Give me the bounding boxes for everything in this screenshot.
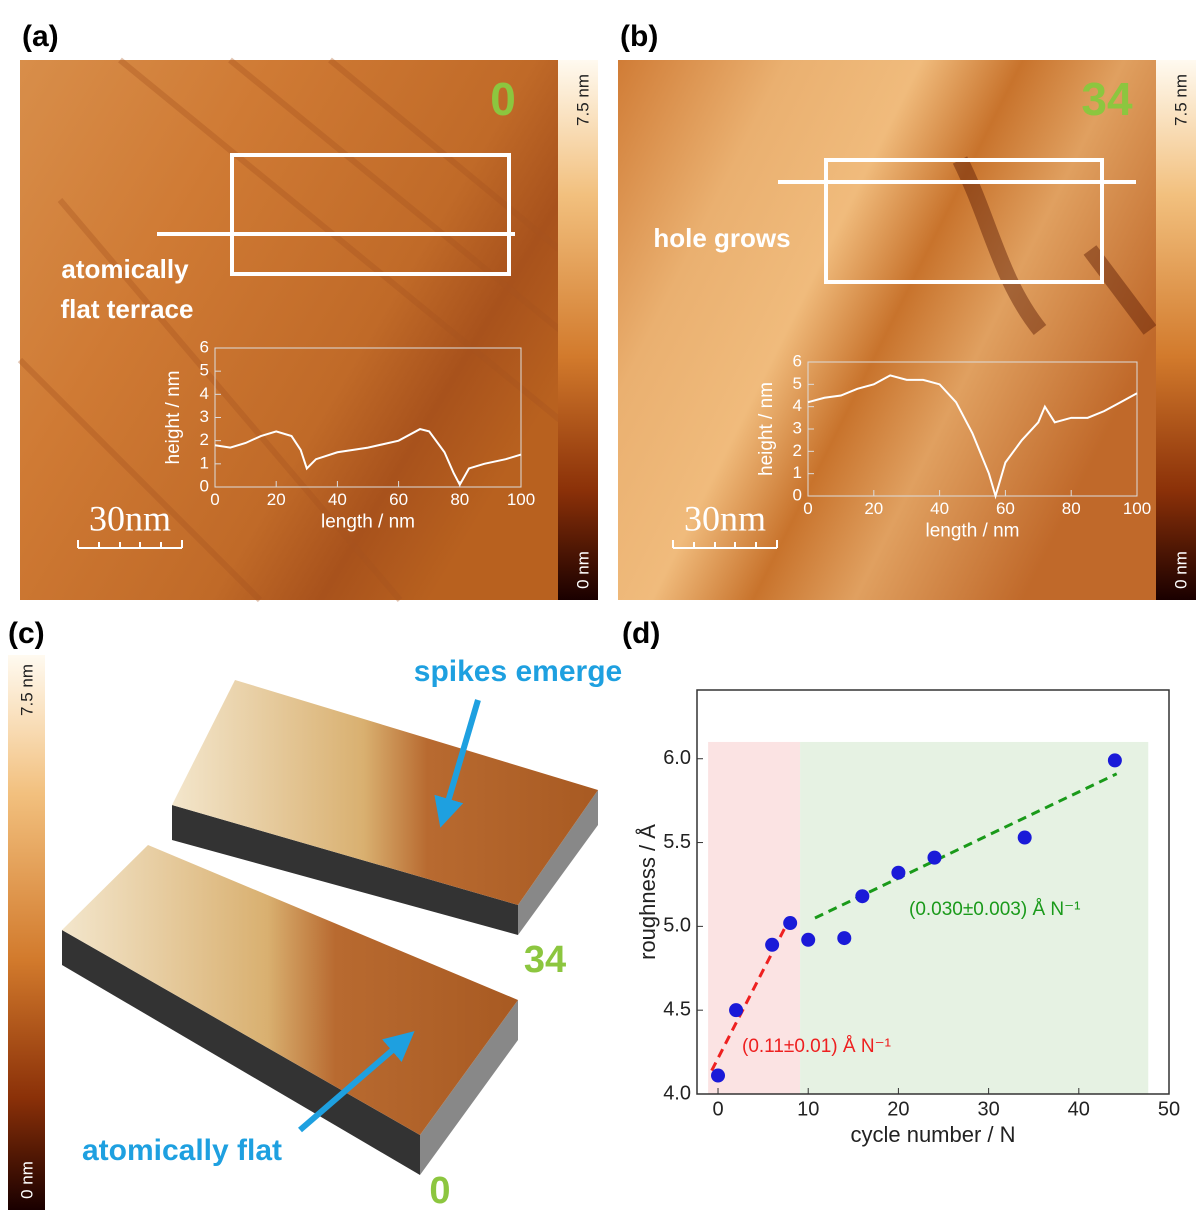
x-tick-label: 20 xyxy=(887,1098,909,1120)
y-tick-label: 2 xyxy=(200,430,209,449)
figure: 7.5 nm 0 nm (a) 0 atomically flat terrac… xyxy=(0,0,1196,1216)
cycle-label: 0 xyxy=(490,73,516,125)
point xyxy=(711,1069,725,1083)
y-tick-label: 0 xyxy=(793,485,802,504)
y-tick-label: 1 xyxy=(200,453,209,472)
y-axis-label: height / nm xyxy=(756,382,777,476)
point xyxy=(837,931,851,945)
x-tick-label: 100 xyxy=(507,490,535,509)
y-tick-label: 6 xyxy=(200,337,209,356)
y-tick-label: 5.0 xyxy=(663,915,691,937)
x-tick-label: 60 xyxy=(389,490,408,509)
scale-bar-label: 30nm xyxy=(684,498,766,538)
y-tick-label: 5 xyxy=(793,374,802,393)
x-axis-label: length / nm xyxy=(926,521,1020,542)
colorbar-max: 7.5 nm xyxy=(17,664,36,716)
x-tick-label: 40 xyxy=(1068,1098,1090,1120)
point xyxy=(729,1003,743,1017)
scale-bar-label: 30nm xyxy=(89,498,171,538)
y-tick-label: 4.5 xyxy=(663,998,691,1020)
y-tick-label: 6 xyxy=(793,351,802,370)
y-tick-label: 3 xyxy=(200,407,209,426)
panel-label: (c) xyxy=(8,617,45,650)
cycle-label: 34 xyxy=(1081,73,1133,125)
colorbar-min: 0 nm xyxy=(573,551,592,589)
y-tick-label: 4.0 xyxy=(663,1082,691,1104)
x-tick-label: 50 xyxy=(1158,1098,1180,1120)
y-tick-label: 4 xyxy=(200,384,209,403)
point xyxy=(855,889,869,903)
panel-label: (b) xyxy=(620,20,658,53)
x-tick-label: 20 xyxy=(267,490,286,509)
colorbar xyxy=(558,60,598,600)
point xyxy=(783,916,797,930)
panel-label: (a) xyxy=(22,20,59,53)
panel-label: (d) xyxy=(622,617,660,650)
point xyxy=(801,933,815,947)
colorbar-min: 0 nm xyxy=(1171,551,1190,589)
annotation: spikes emerge xyxy=(414,655,622,688)
y-axis-label: height / nm xyxy=(163,371,184,465)
y-tick-label: 0 xyxy=(200,476,209,495)
x-tick-label: 0 xyxy=(712,1098,723,1120)
y-tick-label: 6.0 xyxy=(663,747,691,769)
x-tick-label: 80 xyxy=(450,490,469,509)
point xyxy=(765,938,779,952)
y-tick-label: 3 xyxy=(793,418,802,437)
x-tick-label: 20 xyxy=(864,499,883,518)
x-tick-label: 40 xyxy=(328,490,347,509)
cycle-label: 34 xyxy=(524,939,566,981)
colorbar-min: 0 nm xyxy=(17,1161,36,1199)
point xyxy=(1018,831,1032,845)
colorbar xyxy=(1156,60,1196,600)
annotation: flat terrace xyxy=(61,294,194,324)
y-tick-label: 5.5 xyxy=(663,831,691,853)
annotation: atomically flat xyxy=(82,1134,282,1167)
x-axis-label: length / nm xyxy=(321,512,415,533)
x-tick-label: 30 xyxy=(977,1098,999,1120)
y-tick-label: 4 xyxy=(793,396,802,415)
y-tick-label: 1 xyxy=(793,463,802,482)
annotation: hole grows xyxy=(653,223,790,253)
cycle-label: 0 xyxy=(429,1170,450,1212)
colorbar xyxy=(8,655,45,1210)
x-tick-label: 0 xyxy=(803,499,812,518)
x-tick-label: 0 xyxy=(210,490,219,509)
x-tick-label: 100 xyxy=(1123,499,1151,518)
colorbar-max: 7.5 nm xyxy=(573,74,592,126)
x-tick-label: 40 xyxy=(930,499,949,518)
point xyxy=(891,866,905,880)
y-tick-label: 5 xyxy=(200,361,209,380)
y-tick-label: 2 xyxy=(793,441,802,460)
fit-label: (0.030±0.003) Å N⁻¹ xyxy=(909,899,1080,920)
x-tick-label: 80 xyxy=(1062,499,1081,518)
x-tick-label: 10 xyxy=(797,1098,819,1120)
point xyxy=(927,851,941,865)
y-axis-label: roughness / Å xyxy=(635,824,660,960)
point xyxy=(1108,753,1122,767)
colorbar-max: 7.5 nm xyxy=(1171,74,1190,126)
annotation: atomically xyxy=(61,254,189,284)
x-tick-label: 60 xyxy=(996,499,1015,518)
fit-label: (0.11±0.01) Å N⁻¹ xyxy=(742,1036,891,1057)
x-axis-label: cycle number / N xyxy=(850,1122,1015,1147)
